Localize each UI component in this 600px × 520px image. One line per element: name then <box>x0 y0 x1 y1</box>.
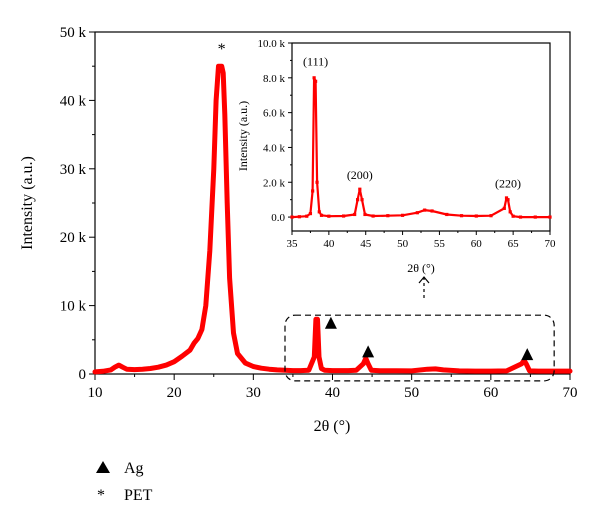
main-x-axis-title: 2θ (°) <box>314 418 351 435</box>
inset-data-point <box>319 213 324 217</box>
peak-markers: * <box>218 41 534 361</box>
main-y-tick-label: 30 k <box>60 162 87 178</box>
main-x-tick-label: 10 <box>88 385 103 401</box>
pet-peak-asterisk-icon: * <box>218 41 226 58</box>
inset-data-point <box>312 76 316 80</box>
inset-data-point <box>360 198 364 202</box>
inset-y-tick-label: 6.0 k <box>263 108 286 120</box>
inset-data-point <box>386 214 390 218</box>
inset-data-point <box>353 212 357 217</box>
inset-data-point <box>313 79 318 83</box>
inset-region-box <box>284 314 555 382</box>
main-series-line <box>92 63 573 375</box>
inset-connector-arrow <box>418 276 430 300</box>
inset-data-point <box>445 212 449 217</box>
inset-data-point <box>504 196 509 200</box>
main-y-tick-label: 0 <box>79 367 87 383</box>
inset-data-point <box>308 211 313 216</box>
inset-y-tick-label: 10.0 k <box>258 38 286 50</box>
inset-data-point <box>415 211 419 215</box>
inset-data-point <box>358 187 362 191</box>
main-x-tick-label: 30 <box>246 385 261 401</box>
main-x-tick-label: 20 <box>167 385 182 401</box>
inset-plot: 35 40 45 50 55 60 65 70 0.0 2.0 k 4.0 k 6.0 k 8.0 k 1… <box>236 38 556 275</box>
inset-peak-labels: (111) (200) (220) <box>303 55 521 191</box>
inset-x-tick-label: 45 <box>360 238 372 250</box>
inset-y-axis-title: Intensity (a.u.) <box>236 101 250 171</box>
legend-ag-label: Ag <box>124 460 144 477</box>
main-y-tick-label: 10 k <box>60 299 87 315</box>
ag-peak-triangle-icon <box>362 345 375 358</box>
inset-peak-label: (220) <box>495 176 521 190</box>
inset-x-tick-label: 40 <box>323 238 335 250</box>
inset-y-tick-label: 4.0 k <box>263 142 286 154</box>
main-x-tick-label: 40 <box>325 385 340 401</box>
inset-data-point <box>290 215 294 219</box>
inset-data-point <box>317 210 321 214</box>
inset-data-point <box>342 214 346 218</box>
ag-peak-triangle-icon <box>521 348 534 361</box>
main-axis-ticks <box>89 31 571 380</box>
inset-y-tick-label: 8.0 k <box>263 73 286 85</box>
main-x-tick-label: 60 <box>483 385 498 401</box>
main-y-tick-label: 40 k <box>60 93 87 109</box>
main-plot: 10 20 30 40 50 60 70 0 10 k 20 k 30 k 40 k 50 k 2θ (… <box>19 25 578 435</box>
inset-data-point <box>430 209 434 213</box>
inset-data-point <box>502 206 506 210</box>
inset-tick-labels: 35 40 45 50 55 60 65 70 0.0 2.0 k 4.0 k 6.0 k 8.0 k 1… <box>258 38 557 250</box>
inset-data-point <box>371 214 375 218</box>
inset-data-point <box>511 214 515 218</box>
inset-series-line <box>290 76 552 219</box>
inset-peak-label: (111) <box>303 55 328 69</box>
main-y-axis-title: Intensity (a.u.) <box>19 156 36 250</box>
inset-data-point <box>311 189 315 193</box>
inset-axis-ticks <box>288 42 551 235</box>
inset-y-tick-label: 0.0 <box>271 212 285 224</box>
inset-peak-label: (200) <box>347 168 373 182</box>
inset-x-tick-label: 60 <box>471 238 483 250</box>
inset-data-point <box>356 198 360 202</box>
inset-data-point <box>363 212 367 217</box>
inset-x-axis-title: 2θ (°) <box>407 261 435 275</box>
inset-data-point <box>508 210 512 214</box>
inset-data-point <box>315 180 319 184</box>
main-x-tick-label: 70 <box>563 385 578 401</box>
inset-y-tick-label: 2.0 k <box>263 177 286 189</box>
main-tick-labels: 10 20 30 40 50 60 70 0 10 k 20 k 30 k 40 k 50 k <box>60 25 578 401</box>
inset-x-tick-label: 35 <box>287 238 299 250</box>
legend-ag-triangle-icon <box>96 461 110 473</box>
inset-data-point <box>305 214 309 218</box>
inset-data-point <box>548 215 552 219</box>
main-y-tick-label: 20 k <box>60 230 87 246</box>
inset-data-point <box>489 214 493 218</box>
inset-x-tick-label: 55 <box>434 238 446 250</box>
legend: Ag * PET <box>96 460 153 504</box>
ag-peak-triangle-icon <box>324 316 337 329</box>
inset-data-point <box>506 198 510 202</box>
legend-pet-label: PET <box>124 487 153 504</box>
inset-data-point <box>297 215 301 219</box>
legend-pet-asterisk-icon: * <box>97 487 105 504</box>
inset-plot-frame <box>291 42 551 232</box>
inset-data-point <box>518 215 523 219</box>
inset-data-point <box>533 215 537 219</box>
inset-x-tick-label: 70 <box>545 238 557 250</box>
inset-data-point <box>423 208 427 212</box>
inset-x-tick-label: 65 <box>508 238 520 250</box>
inset-data-point <box>474 214 478 218</box>
inset-data-point <box>400 213 405 217</box>
inset-data-point <box>327 214 331 218</box>
main-x-tick-label: 50 <box>404 385 419 401</box>
inset-x-tick-label: 50 <box>397 238 409 250</box>
inset-data-point <box>459 214 464 218</box>
main-y-tick-label: 50 k <box>60 25 87 41</box>
